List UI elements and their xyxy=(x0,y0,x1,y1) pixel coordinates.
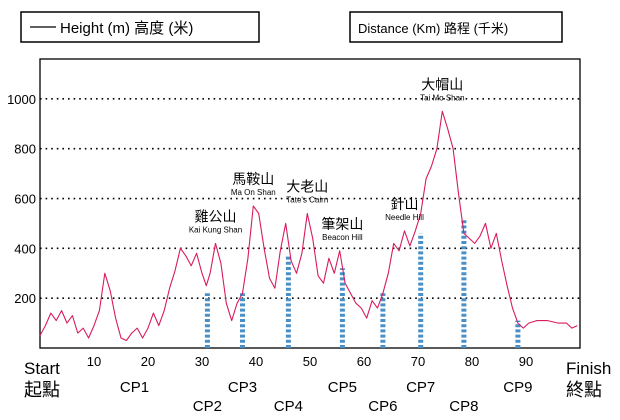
start-label-en: Start xyxy=(24,359,60,378)
checkpoint-label: CP7 xyxy=(406,379,435,396)
checkpoint-label: CP3 xyxy=(228,379,257,396)
checkpoint-labels: CP1 CP2 CP3 CP4 CP5 CP6 CP7 CP8 CP9 xyxy=(120,379,533,415)
y-tick-label: 1000 xyxy=(7,92,36,107)
peak-label-en: Ma On Shan xyxy=(231,188,276,197)
finish-label-zh: 終點 xyxy=(566,380,602,400)
y-tick-labels: 200 400 600 800 1000 xyxy=(7,92,36,306)
x-tick-label: 60 xyxy=(357,354,371,369)
x-tick-label: 50 xyxy=(303,354,317,369)
legend-distance: Distance (Km) 路程 (千米) xyxy=(349,11,563,43)
y-tick-label: 400 xyxy=(14,241,36,256)
elevation-line xyxy=(39,110,578,342)
legend-distance-label: Distance (Km) 路程 (千米) xyxy=(358,21,508,36)
checkpoint-label: CP8 xyxy=(449,398,478,415)
checkpoint-label: CP4 xyxy=(274,398,303,415)
checkpoint-label: CP6 xyxy=(368,398,397,415)
peak-label-zh: 馬鞍山 xyxy=(232,171,274,187)
x-tick-label: 40 xyxy=(249,354,263,369)
peak-label-en: Kai Kung Shan xyxy=(189,225,242,234)
peak-label-en: Beacon Hill xyxy=(322,233,363,242)
peak-label-zh: 大帽山 xyxy=(421,76,463,92)
peak-label-zh: 針山 xyxy=(391,196,419,212)
legend-height-label: Height (m) 高度 (米) xyxy=(60,20,193,37)
peak-label-zh: 雞公山 xyxy=(195,208,237,224)
peak-label-zh: 大老山 xyxy=(286,178,328,194)
x-tick-label: 80 xyxy=(465,354,479,369)
checkpoint-label: CP1 xyxy=(120,379,149,396)
checkpoint-label: CP9 xyxy=(503,379,532,396)
x-tick-label: 30 xyxy=(195,354,209,369)
checkpoint-bars xyxy=(204,218,521,348)
checkpoint-label: CP5 xyxy=(328,379,357,396)
peak-label-en: Needle Hill xyxy=(385,213,424,222)
x-tick-labels: 10 20 30 40 50 60 70 80 90 xyxy=(87,354,533,369)
peak-label-en: Tai Mo Shan xyxy=(420,93,464,102)
x-tick-label: 70 xyxy=(411,354,425,369)
finish-label-en: Finish xyxy=(566,359,611,378)
plot-area xyxy=(39,58,581,349)
peak-label-en: Tate's Cairn xyxy=(286,195,328,204)
grid-lines xyxy=(40,98,580,299)
checkpoint-label: CP2 xyxy=(193,398,222,415)
legend-height: Height (m) 高度 (米) xyxy=(20,11,260,43)
y-tick-label: 800 xyxy=(14,142,36,157)
x-tick-label: 90 xyxy=(519,354,533,369)
start-label-zh: 起點 xyxy=(24,380,60,400)
x-tick-label: 10 xyxy=(87,354,101,369)
y-tick-label: 600 xyxy=(14,192,36,207)
x-tick-label: 20 xyxy=(141,354,155,369)
y-tick-label: 200 xyxy=(14,291,36,306)
peak-label-zh: 筆架山 xyxy=(321,216,363,232)
elevation-profile xyxy=(39,110,578,342)
